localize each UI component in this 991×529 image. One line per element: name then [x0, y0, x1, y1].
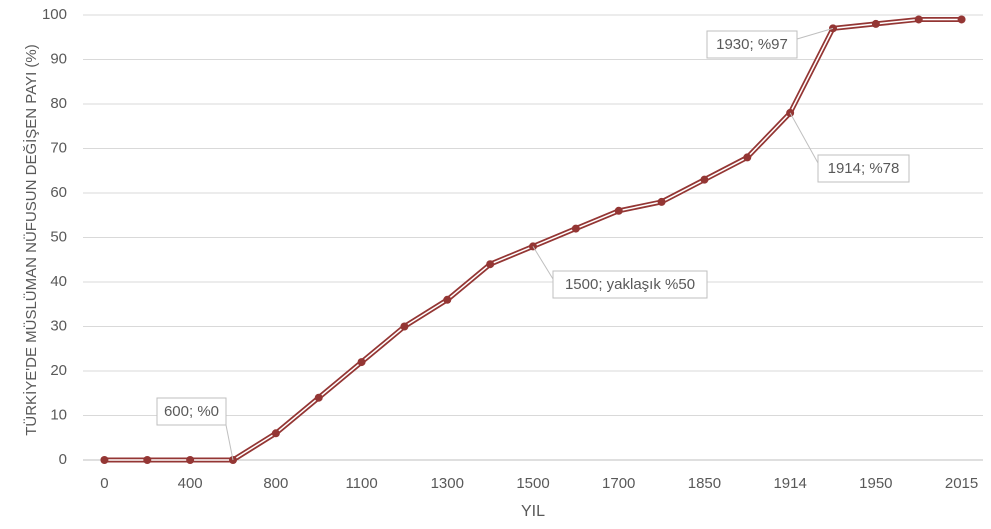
x-tick-label: 400: [178, 475, 203, 492]
marker: [914, 15, 923, 24]
marker: [443, 295, 452, 304]
x-tick-label: 1850: [688, 475, 721, 492]
x-axis-label: YIL: [521, 503, 545, 520]
marker: [271, 429, 280, 438]
marker: [143, 456, 152, 464]
y-tick-label: 50: [50, 228, 67, 245]
annotation: 1930; %97: [716, 36, 788, 53]
marker: [571, 224, 580, 233]
marker: [186, 456, 195, 464]
annotation: 1914; %78: [828, 160, 900, 177]
marker: [357, 358, 366, 367]
y-tick-label: 70: [50, 139, 67, 156]
y-tick-label: 100: [42, 6, 67, 23]
y-tick-label: 30: [50, 317, 67, 334]
y-tick-label: 0: [59, 451, 67, 468]
marker: [400, 322, 409, 331]
annotation-box: [552, 270, 708, 299]
x-tick-label: 0: [100, 475, 108, 492]
marker: [829, 24, 837, 33]
annotation-leader: [796, 27, 834, 40]
marker: [743, 153, 752, 162]
x-tick-label: 2015: [945, 475, 978, 492]
y-tick-label: 20: [50, 362, 67, 379]
y-tick-label: 10: [50, 406, 67, 423]
y-axis-label: TÜRKİYE'DE MÜSLÜMAN NÜFUSUN DEĞİŞEN PAYI…: [22, 44, 40, 436]
marker: [314, 393, 323, 402]
x-tick-label: 1100: [345, 475, 377, 492]
marker: [871, 19, 880, 28]
x-tick-label: 1300: [431, 475, 464, 492]
x-tick-label: 1700: [602, 475, 635, 492]
x-tick-label: 1950: [859, 475, 892, 492]
marker: [100, 456, 109, 464]
y-tick-label: 60: [50, 184, 67, 201]
y-tick-label: 40: [50, 273, 67, 290]
marker: [657, 197, 666, 206]
y-tick-label: 90: [50, 50, 67, 67]
x-tick-label: 1914: [773, 475, 806, 492]
annotation: 600; %0: [164, 403, 219, 420]
annotation-leader: [789, 112, 819, 164]
annotation-leader: [532, 246, 554, 280]
y-tick-label: 80: [50, 95, 67, 112]
annotation-box: [706, 30, 798, 59]
x-tick-label: 800: [263, 475, 288, 492]
annotation-leader: [225, 424, 234, 461]
marker: [486, 260, 495, 269]
annotation-box: [156, 397, 227, 426]
line-inner: [104, 18, 962, 461]
annotation: 1500; yaklaşık %50: [565, 276, 695, 293]
line: [104, 16, 962, 463]
annotation-box: [817, 154, 910, 183]
marker: [700, 175, 709, 184]
x-tick-label: 1500: [516, 475, 549, 492]
marker: [957, 15, 966, 24]
marker: [614, 206, 623, 215]
